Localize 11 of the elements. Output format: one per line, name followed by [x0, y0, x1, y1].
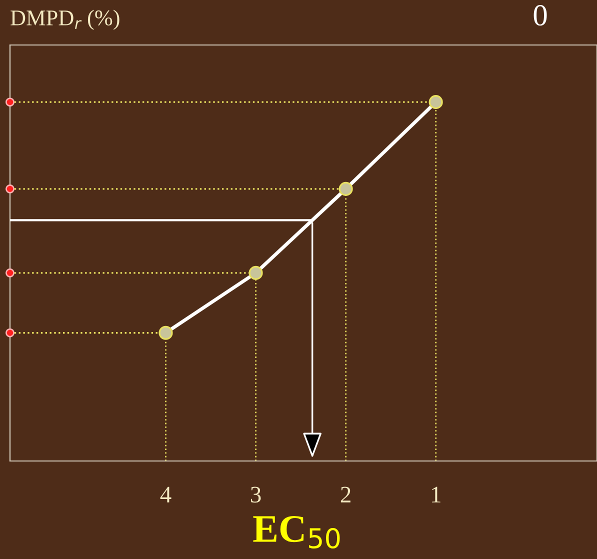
point — [248, 266, 263, 280]
text: 0 — [534, 5, 547, 26]
x-tick-label: 1 — [432, 486, 440, 502]
point — [158, 326, 173, 340]
x-tick-label: 4 — [160, 486, 172, 502]
point — [428, 95, 443, 110]
x-tick-label: 2 — [340, 486, 350, 502]
x-axis-title: EC$_{50}$ — [253, 516, 340, 549]
point — [338, 182, 353, 196]
y-axis-title: DMPD$_{r}$ (%) — [10, 10, 120, 30]
x-tick-label: 3 — [251, 486, 261, 503]
